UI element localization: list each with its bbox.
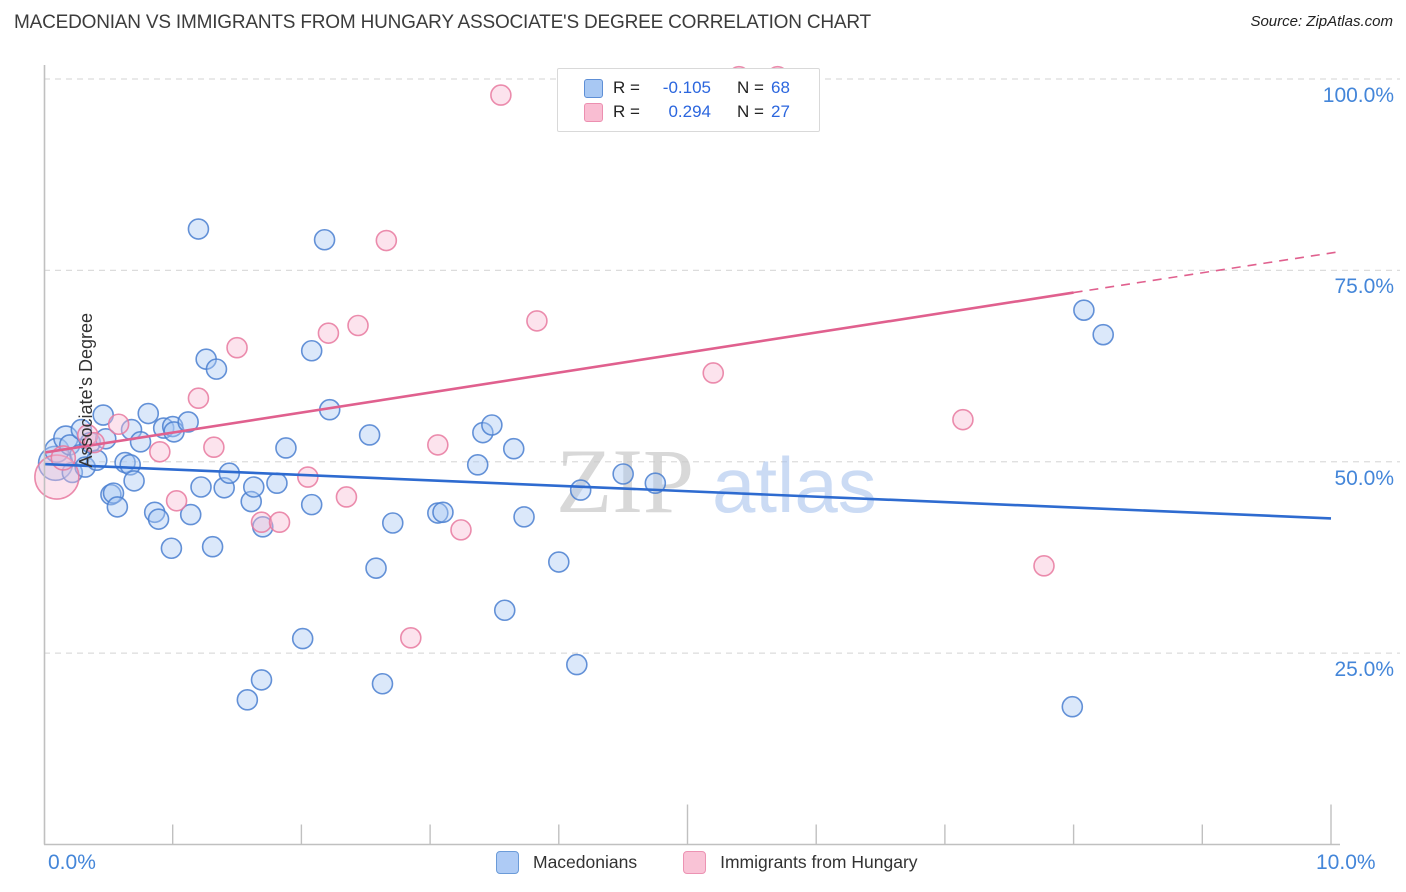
- correlation-legend-row-hungary: R = 0.294 N = 27: [584, 100, 819, 124]
- data-point-immigrants-hungary: [187, 387, 210, 410]
- data-point-macedonians: [147, 508, 170, 530]
- data-point-macedonians: [300, 339, 323, 362]
- y-tick-label-50: 50.0%: [1334, 467, 1394, 490]
- data-point-immigrants-hungary: [335, 486, 358, 508]
- r-value: 0.294: [668, 102, 711, 121]
- y-tick-label-75: 75.0%: [1334, 275, 1394, 298]
- correlation-legend: R = -0.105 N = 68 R = 0.294 N = 27: [557, 68, 820, 132]
- y-tick-label-25: 25.0%: [1334, 658, 1394, 681]
- data-point-immigrants-hungary: [347, 314, 369, 337]
- hungary-swatch-icon: [584, 102, 603, 122]
- data-point-macedonians: [644, 472, 667, 494]
- data-point-macedonians: [300, 493, 323, 516]
- data-point-immigrants-hungary: [526, 310, 548, 332]
- data-point-immigrants-hungary: [226, 336, 248, 359]
- data-point-macedonians: [236, 689, 259, 711]
- data-point-immigrants-hungary: [317, 322, 340, 344]
- data-point-macedonians: [137, 402, 160, 425]
- x-tick-label-min: 0.0%: [48, 851, 96, 874]
- macedonians-legend-swatch-icon: [496, 851, 519, 874]
- data-point-macedonians: [275, 437, 297, 459]
- data-point-macedonians: [432, 501, 454, 524]
- hungary-legend-swatch-icon: [683, 851, 707, 874]
- data-point-immigrants-hungary: [268, 511, 291, 534]
- data-point-immigrants-hungary: [702, 362, 725, 384]
- data-point-macedonians: [102, 482, 125, 504]
- data-point-macedonians: [547, 551, 570, 573]
- x-tick-label-max: 10.0%: [1316, 851, 1376, 874]
- data-point-macedonians: [481, 414, 503, 436]
- y-axis-title: Associate's Degree: [75, 312, 96, 468]
- watermark-atlas: atlas: [712, 441, 877, 529]
- data-point-immigrants-hungary: [450, 519, 472, 541]
- data-point-macedonians: [106, 496, 129, 518]
- data-point-macedonians: [179, 503, 202, 526]
- data-point-macedonians: [187, 218, 210, 240]
- data-point-immigrants-hungary: [427, 434, 449, 456]
- data-point-macedonians: [493, 599, 516, 622]
- data-point-immigrants-hungary: [203, 436, 225, 459]
- data-point-macedonians: [129, 431, 152, 453]
- data-point-macedonians: [569, 479, 592, 501]
- data-point-immigrants-hungary: [165, 489, 188, 512]
- data-point-immigrants-hungary: [952, 408, 974, 431]
- data-point-macedonians: [250, 669, 273, 691]
- n-value: 68: [771, 78, 790, 97]
- data-point-macedonians: [1073, 299, 1095, 321]
- data-point-macedonians: [513, 506, 535, 528]
- data-point-macedonians: [160, 537, 183, 560]
- macedonians-legend-label: Macedonians: [533, 852, 638, 872]
- n-value: 27: [771, 102, 790, 121]
- data-point-macedonians: [291, 627, 314, 650]
- data-point-immigrants-hungary: [399, 627, 422, 649]
- data-point-immigrants-hungary: [490, 84, 512, 106]
- data-point-macedonians: [190, 476, 212, 498]
- data-point-immigrants-hungary: [375, 229, 398, 252]
- r-value: -0.105: [662, 78, 711, 97]
- data-point-macedonians: [1061, 695, 1084, 718]
- data-point-macedonians: [201, 535, 224, 558]
- data-point-macedonians: [242, 476, 265, 498]
- r-label: R =: [613, 78, 640, 97]
- page-title: MACEDONIAN VS IMMIGRANTS FROM HUNGARY AS…: [14, 12, 871, 33]
- macedonians-swatch-icon: [584, 78, 603, 98]
- data-point-immigrants-hungary: [250, 511, 273, 534]
- r-label: R =: [613, 102, 640, 121]
- data-point-immigrants-hungary: [1033, 555, 1055, 577]
- data-point-macedonians: [466, 454, 489, 476]
- n-label: N =: [737, 78, 764, 97]
- data-point-immigrants-hungary: [149, 440, 171, 463]
- data-point-macedonians: [371, 672, 394, 695]
- data-point-macedonians: [1092, 323, 1115, 346]
- data-point-macedonians: [502, 437, 525, 460]
- data-point-macedonians: [266, 472, 288, 494]
- data-point-immigrants-hungary: [297, 466, 319, 488]
- macedonians-trend-line-solid: [43, 462, 1332, 520]
- data-point-macedonians: [119, 454, 142, 476]
- correlation-legend-row-macedonians: R = -0.105 N = 68: [584, 76, 819, 100]
- data-point-macedonians: [612, 463, 634, 485]
- data-point-macedonians: [365, 557, 387, 579]
- data-point-macedonians: [381, 512, 404, 534]
- series-legend: Macedonians Immigrants from Hungary: [496, 851, 918, 874]
- y-tick-label-100: 100.0%: [1322, 84, 1394, 107]
- hungary-legend-label: Immigrants from Hungary: [720, 852, 918, 872]
- data-point-macedonians: [313, 228, 336, 251]
- hungary-trend-line-dashed: [1073, 251, 1338, 294]
- source-credit: Source: ZipAtlas.com: [1250, 13, 1393, 30]
- data-point-immigrants-hungary: [107, 413, 130, 436]
- data-point-macedonians: [566, 653, 588, 676]
- data-point-macedonians: [205, 358, 228, 380]
- data-point-macedonians: [123, 470, 145, 492]
- data-point-macedonians: [358, 424, 381, 446]
- data-point-macedonians: [177, 411, 199, 433]
- n-label: N =: [737, 102, 764, 121]
- hungary-trend-line-solid: [43, 291, 1074, 454]
